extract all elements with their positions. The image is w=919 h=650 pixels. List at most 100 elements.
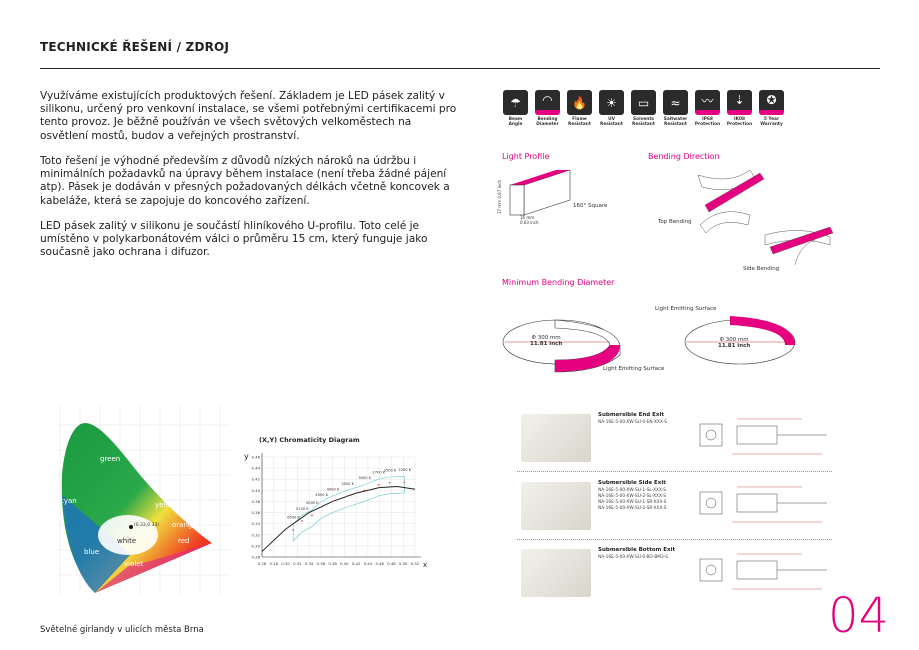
diameter-inch: 11.81 inch: [530, 341, 563, 347]
feature-bending: ◠ Bending Diameter: [534, 90, 561, 127]
product-photo: [521, 482, 591, 530]
x-tick-label: 0.36: [317, 561, 326, 566]
page-number: 04: [828, 588, 890, 644]
saltwater-icon: ≈: [663, 90, 688, 115]
profile-width: 16 mm 0.63 inch: [520, 215, 539, 225]
x-tick-label: 0.28: [270, 561, 279, 566]
x-tick-label: 0.42: [352, 561, 361, 566]
solvent-icon: ▭: [631, 90, 656, 115]
cct-label: 3500 K: [341, 482, 354, 486]
product-code: NA-16E-5-00-XW-SU-2-SL-XXX-S: [598, 494, 666, 499]
diameter-left: Φ 300 mm 11.81 inch: [530, 335, 562, 347]
y-tick-label: 0.28: [252, 555, 261, 560]
feature-water: 〰 IP68 Protection: [694, 90, 721, 127]
min-bend-heading: Minimum Bending Diameter: [502, 278, 615, 287]
water-icon: 〰: [695, 90, 720, 115]
beam-icon: ☂: [503, 90, 528, 115]
diameter-right: Φ 300 mm 11.81 inch: [718, 337, 750, 349]
technical-drawing: [699, 486, 827, 523]
impact-icon: ⇣: [727, 90, 752, 115]
cct-point: [320, 506, 323, 508]
cie-label-cyan: cyan: [60, 497, 77, 505]
product-code: NA-16E-5-00-XW-SU-0-EN-XXX-S: [598, 420, 667, 425]
product-row: Submersible Bottom Exit NA-16E-5-00-XW-S…: [517, 543, 832, 603]
y-tick-label: 0.32: [252, 532, 261, 537]
emitting-surface-label: Light Emitting Surface: [603, 366, 665, 372]
feature-label: Beam Angle: [508, 117, 523, 127]
feature-label: IP68 Protection: [694, 117, 721, 127]
y-tick-label: 0.38: [252, 499, 261, 504]
cie-label-blue: blue: [84, 548, 100, 556]
footer-caption: Světelné girlandy v ulicích města Brna: [40, 625, 204, 635]
y-tick-label: 0.40: [252, 488, 261, 493]
x-tick-label: 0.46: [375, 561, 384, 566]
cct-label: 5700 K: [296, 507, 309, 511]
divider: [40, 68, 880, 69]
feature-label: UV Resistant: [600, 117, 623, 127]
y-tick-label: 0.34: [252, 521, 261, 526]
cie-label-yellow: yellow: [155, 501, 178, 509]
product-code: NA-16E-5-00-XW-SU-0-BO-BM3-S: [598, 555, 668, 560]
cct-point: [311, 514, 313, 517]
warranty-icon: ✪: [759, 90, 784, 115]
top-bending-label: Top Bending: [658, 219, 692, 225]
feature-label: 5 Year Warranty: [760, 117, 783, 127]
cct-point: [301, 520, 303, 522]
cie-label-violet: violet: [124, 560, 144, 568]
page-title: TECHNICKÉ ŘEŠENÍ / ZDROJ: [40, 40, 230, 54]
cie-label-white: white: [117, 537, 137, 545]
feature-label: Bending Diameter: [536, 117, 559, 127]
product-row: Submersible End Exit NA-16E-5-00-XW-SU-0…: [517, 408, 832, 472]
cie-label-orange: orange: [172, 521, 197, 529]
x-tick-label: 0.52: [411, 561, 420, 566]
cct-point: [388, 481, 391, 484]
x-tick-label: 0.30: [281, 561, 290, 566]
cie-white-point: (0.33,0.33): [134, 523, 159, 528]
cct-label: 5000 K: [306, 501, 319, 505]
feature-icons: ☂ Beam Angle ◠ Bending Diameter 🔥 Flame Resis…: [502, 90, 785, 127]
y-axis-label: y: [244, 452, 249, 461]
profile-shape: 160° Square: [573, 203, 608, 209]
feature-saltwater: ≈ Saltwater Resistant: [662, 90, 689, 127]
profile-height: 17 mm 0.67 inch: [497, 180, 502, 214]
cct-label: 6500 K: [287, 516, 300, 520]
y-tick-label: 0.42: [252, 477, 261, 482]
product-title: Submersible Side Exit: [598, 480, 666, 486]
cie-label-red: red: [178, 537, 190, 545]
diameter-inch: 11.81 inch: [718, 343, 751, 349]
cct-label: 2200 K: [398, 468, 411, 472]
feature-label: Flame Resistant: [568, 117, 591, 127]
x-tick-label: 0.48: [387, 561, 396, 566]
product-code: NA-16E-5-00-XW-SU-1-SL-XXX-S: [598, 488, 666, 493]
bending-heading: Bending Direction: [648, 152, 720, 161]
x-tick-label: 0.44: [364, 561, 373, 566]
product-code: NA-16E-5-00-XW-SU-2-SR-XXX-S: [598, 506, 667, 511]
min-bend-drawing: [502, 316, 796, 373]
light-profile-drawing: [509, 169, 571, 216]
product-codes: NA-16E-5-00-XW-SU-0-BO-BM3-S: [598, 555, 668, 561]
planckian-locus: [261, 485, 416, 552]
feature-warranty: ✪ 5 Year Warranty: [758, 90, 785, 127]
feature-sun: ☀ UV Resistant: [598, 90, 625, 127]
product-photo: [521, 549, 591, 597]
emitting-surface-label: Light Emitting Surface: [655, 306, 717, 312]
light-profile-heading: Light Profile: [502, 152, 550, 161]
cct-point: [346, 495, 349, 497]
feature-label: Saltwater Resistant: [663, 117, 688, 127]
feature-label: Solvents Resistant: [632, 117, 655, 127]
y-tick-label: 0.30: [252, 543, 261, 548]
side-bending-label: Side Bending: [743, 266, 780, 272]
feature-label: IK08 Protection: [726, 117, 753, 127]
ansi-bins: [292, 476, 405, 542]
x-tick-label: 0.32: [293, 561, 302, 566]
cct-label: 2500 K: [384, 468, 397, 472]
y-tick-label: 0.36: [252, 510, 261, 515]
cie-diagram: [58, 405, 230, 595]
y-tick-label: 0.46: [252, 455, 261, 460]
product-photo: [521, 414, 591, 462]
chart-title: (X,Y) Chromaticity Diagram: [259, 436, 360, 444]
feature-solvent: ▭ Solvents Resistant: [630, 90, 657, 127]
cct-label: 4500 K: [315, 493, 328, 497]
feature-flame: 🔥 Flame Resistant: [566, 90, 593, 127]
bending-icon: ◠: [535, 90, 560, 115]
